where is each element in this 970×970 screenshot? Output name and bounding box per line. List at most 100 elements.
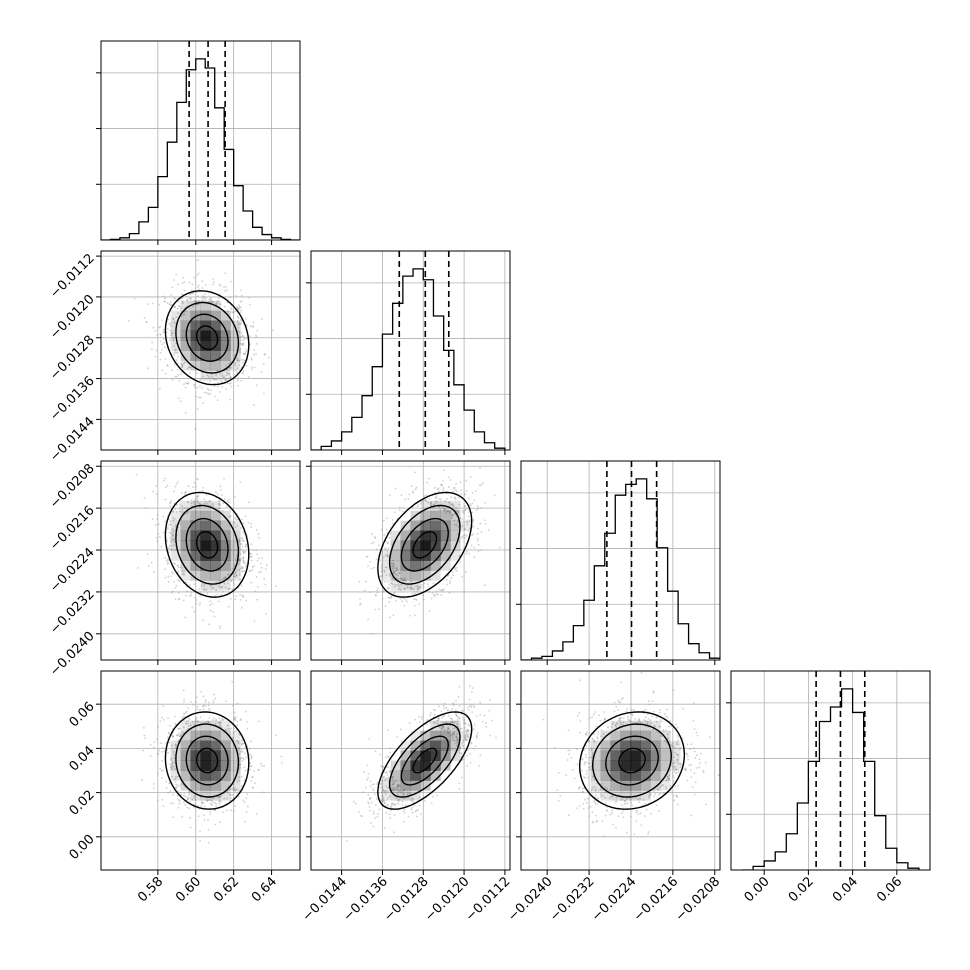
scatter-point — [462, 741, 464, 743]
scatter-point — [436, 500, 439, 503]
scatter-point — [461, 575, 463, 578]
scatter-point — [177, 312, 179, 315]
scatter-point — [238, 760, 241, 763]
scatter-point — [250, 755, 253, 757]
x-tick-label: 0.60 — [173, 874, 204, 905]
scatter-point — [467, 730, 470, 732]
scatter-point — [638, 718, 640, 720]
scatter-point — [415, 809, 418, 812]
scatter-point — [468, 515, 470, 518]
scatter-point — [387, 796, 390, 799]
scatter-point — [410, 799, 413, 802]
scatter-point — [397, 574, 399, 577]
scatter-point — [483, 584, 486, 587]
scatter-point — [464, 736, 467, 739]
scatter-point — [409, 614, 411, 617]
scatter-point — [454, 489, 457, 491]
scatter-point — [462, 722, 465, 725]
scatter-point — [460, 489, 462, 491]
scatter-point — [648, 796, 651, 799]
scatter-point — [170, 369, 173, 372]
scatter-point — [215, 589, 218, 592]
scatter-point — [249, 343, 252, 346]
scatter-point — [205, 284, 207, 286]
contour-line — [377, 711, 473, 810]
scatter-point — [451, 732, 454, 735]
scatter-point — [225, 388, 227, 390]
scatter-point — [387, 779, 390, 782]
scatter-point — [373, 783, 375, 786]
scatter-point — [465, 479, 468, 482]
density-cell — [210, 550, 221, 561]
scatter-point — [149, 754, 152, 757]
scatter-point — [453, 739, 455, 742]
scatter-point — [495, 736, 497, 739]
scatter-point — [677, 753, 679, 756]
scatter-point — [372, 825, 375, 828]
scatter-point — [689, 768, 692, 771]
scatter-point — [394, 579, 396, 582]
scatter-point — [429, 714, 432, 717]
scatter-point — [597, 737, 599, 740]
density-cell — [620, 770, 631, 781]
scatter-point — [364, 580, 367, 583]
scatter-point — [184, 616, 187, 619]
scatter-point — [202, 619, 204, 622]
scatter-point — [233, 573, 236, 576]
scatter-point — [220, 719, 223, 721]
scatter-point — [380, 528, 383, 531]
scatter-point — [185, 722, 187, 725]
scatter-point — [463, 726, 466, 729]
scatter-point — [185, 720, 188, 723]
density-cell — [230, 730, 241, 741]
density-cell — [210, 370, 221, 381]
scatter-point — [600, 795, 602, 798]
density-cell — [200, 520, 211, 531]
density-cell — [660, 760, 671, 771]
scatter-point — [240, 742, 243, 745]
scatter-point — [219, 795, 222, 798]
scatter-point — [477, 507, 479, 510]
scatter-point — [239, 719, 242, 722]
scatter-point — [479, 467, 481, 469]
scatter-point — [174, 348, 177, 351]
scatter-point — [378, 808, 381, 811]
scatter-point — [392, 787, 394, 790]
scatter-point — [182, 794, 185, 797]
scatter-point — [388, 583, 391, 586]
scatter-point — [690, 743, 693, 746]
scatter-point — [644, 708, 647, 711]
scatter-point — [396, 735, 399, 738]
scatter-point — [448, 476, 450, 479]
scatter-point — [465, 550, 468, 553]
scatter-point — [406, 793, 409, 796]
scatter-point — [382, 766, 385, 769]
scatter-point — [218, 500, 220, 503]
scatter-point — [389, 751, 392, 754]
scatter-point — [421, 584, 424, 586]
density-cell — [190, 560, 201, 571]
scatter-point — [177, 305, 180, 308]
scatter-point — [416, 587, 419, 590]
scatter-point — [386, 549, 389, 552]
scatter-point — [393, 567, 396, 570]
density-cell — [430, 520, 441, 531]
scatter-point — [187, 717, 190, 719]
scatter-point — [672, 774, 674, 777]
scatter-point — [240, 343, 243, 346]
density-cell — [230, 750, 241, 761]
scatter-point — [231, 793, 234, 796]
scatter-point — [653, 710, 655, 713]
density-cell — [180, 560, 191, 571]
scatter-point — [674, 772, 677, 775]
scatter-point — [236, 315, 239, 318]
scatter-point — [193, 794, 196, 797]
scatter-point — [401, 792, 404, 794]
scatter-point — [456, 720, 459, 723]
scatter-point — [181, 300, 184, 303]
scatter-point — [238, 561, 241, 564]
scatter-point — [171, 317, 174, 320]
scatter-point — [620, 681, 623, 683]
scatter-point — [217, 795, 220, 798]
